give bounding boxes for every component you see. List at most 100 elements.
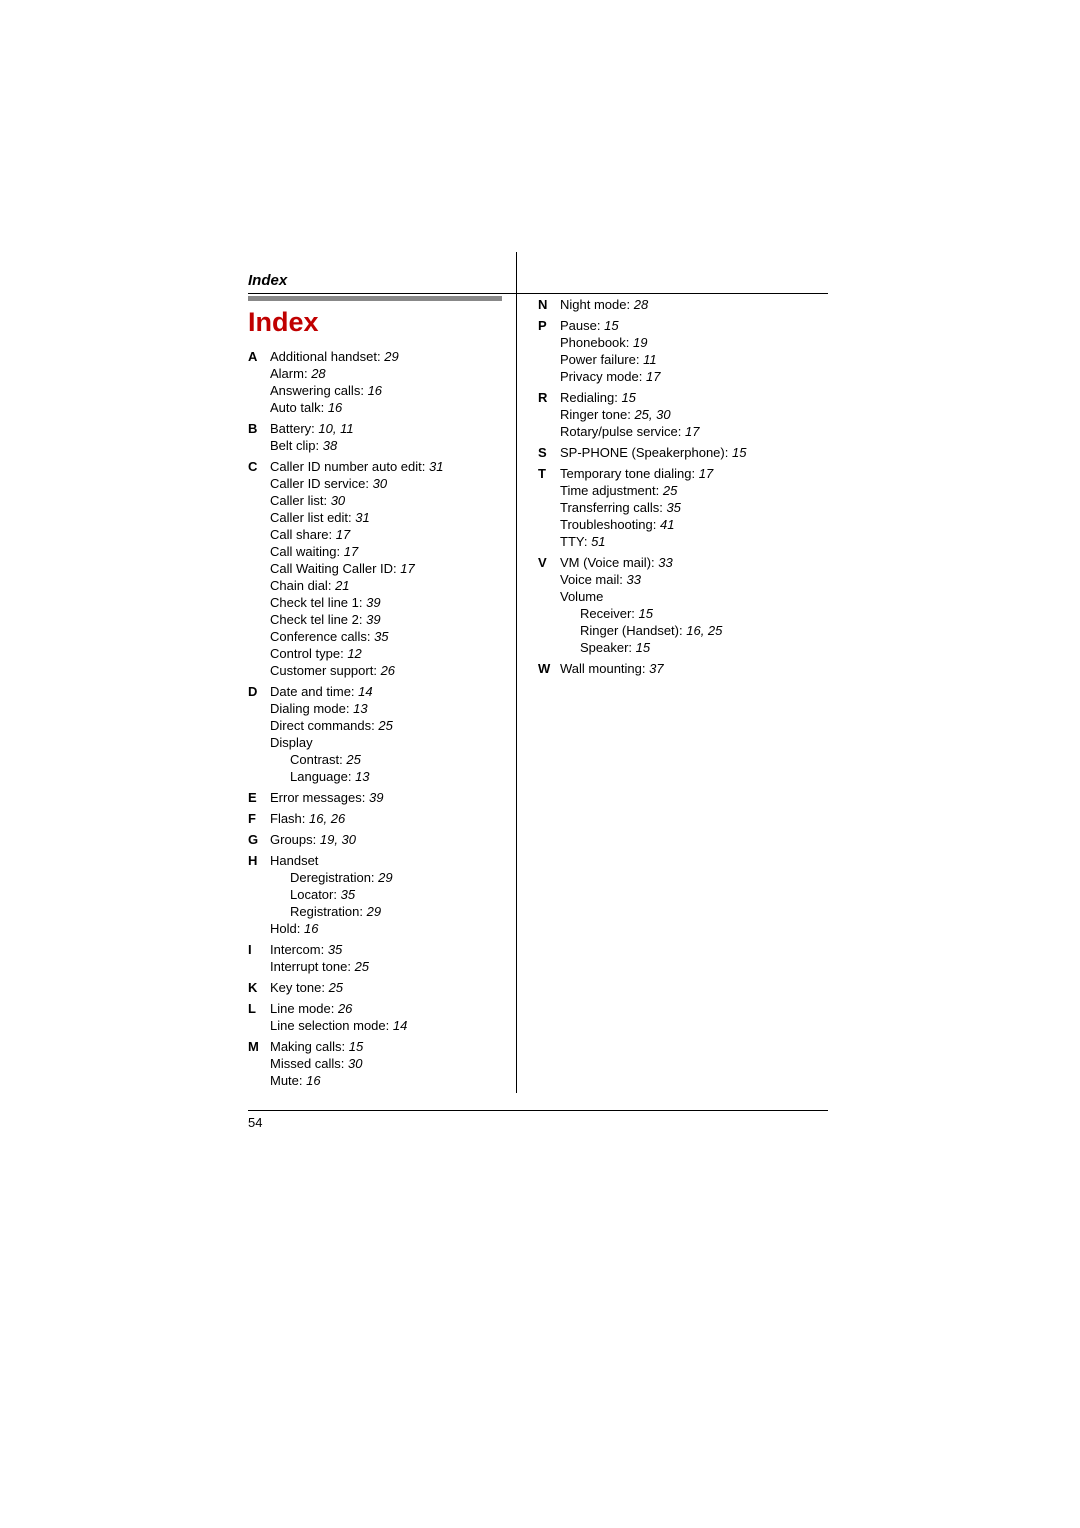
index-letter: H [248,852,270,869]
index-entry: SP-PHONE (Speakerphone): 15 [560,444,806,461]
entry-pages: 30 [331,493,345,508]
index-letter: V [538,554,560,571]
entry-text: Caller ID service: [270,476,369,491]
index-group: HHandsetDeregistration: 29Locator: 35Reg… [248,852,516,937]
entry-pages: 25, 30 [634,407,670,422]
entry-text: Flash: [270,811,305,826]
index-letter: S [538,444,560,461]
entry-text: Ringer tone: [560,407,631,422]
index-entry: Hold: 16 [270,920,516,937]
entry-text: Auto talk: [270,400,324,415]
entry-text: Privacy mode: [560,369,642,384]
entry-text: Transferring calls: [560,500,663,515]
index-entry: Chain dial: 21 [270,577,516,594]
index-group: TTemporary tone dialing: 17Time adjustme… [538,465,806,550]
entry-pages: 14 [393,1018,407,1033]
entry-text: SP-PHONE (Speakerphone): [560,445,728,460]
entry-text: Receiver: [580,606,635,621]
entry-pages: 26 [338,1001,352,1016]
index-entry: Date and time: 14 [270,683,516,700]
entry-text: Redialing: [560,390,618,405]
entry-text: Time adjustment: [560,483,659,498]
index-entries: Key tone: 25 [270,979,516,996]
index-entry: Ringer tone: 25, 30 [560,406,806,423]
entry-pages: 33 [658,555,672,570]
entry-pages: 37 [649,661,663,676]
index-entries: Error messages: 39 [270,789,516,806]
index-entry: Alarm: 28 [270,365,516,382]
index-entry: Dialing mode: 13 [270,700,516,717]
index-entry: Caller ID number auto edit: 31 [270,458,516,475]
index-entry: Conference calls: 35 [270,628,516,645]
entry-pages: 12 [347,646,361,661]
entry-text: Making calls: [270,1039,345,1054]
entry-pages: 30 [348,1056,362,1071]
entry-text: Battery: [270,421,315,436]
entry-text: Temporary tone dialing: [560,466,695,481]
entry-pages: 16 [368,383,382,398]
entry-pages: 39 [366,612,380,627]
entry-text: Speaker: [580,640,632,655]
entry-pages: 25 [378,718,392,733]
index-entry: Phonebook: 19 [560,334,806,351]
entry-text: Registration: [290,904,363,919]
index-entry: Locator: 35 [270,886,516,903]
entry-pages: 29 [378,870,392,885]
index-columns: Index AAdditional handset: 29Alarm: 28An… [248,296,828,1093]
index-entry: Night mode: 28 [560,296,806,313]
index-entry: Troubleshooting: 41 [560,516,806,533]
entry-pages: 16 [328,400,342,415]
entry-pages: 17 [344,544,358,559]
entry-text: Alarm: [270,366,308,381]
index-entries: SP-PHONE (Speakerphone): 15 [560,444,806,461]
entry-pages: 26 [381,663,395,678]
index-group: VVM (Voice mail): 33Voice mail: 33Volume… [538,554,806,656]
entry-text: Locator: [290,887,337,902]
index-entry: Flash: 16, 26 [270,810,516,827]
entry-text: Rotary/pulse service: [560,424,681,439]
index-entries: Wall mounting: 37 [560,660,806,677]
entry-pages: 15 [349,1039,363,1054]
entry-pages: 15 [604,318,618,333]
index-entries: Date and time: 14Dialing mode: 13Direct … [270,683,516,785]
index-group: AAdditional handset: 29Alarm: 28Answerin… [248,348,516,416]
index-entry: Intercom: 35 [270,941,516,958]
index-letter: F [248,810,270,827]
header-rule [248,293,828,294]
index-group: WWall mounting: 37 [538,660,806,677]
entry-pages: 16 [304,921,318,936]
index-entry: Check tel line 1: 39 [270,594,516,611]
index-entries: Battery: 10, 11Belt clip: 38 [270,420,516,454]
entry-text: Missed calls: [270,1056,344,1071]
index-entries: Pause: 15Phonebook: 19Power failure: 11P… [560,317,806,385]
entry-text: Date and time: [270,684,355,699]
index-entries: Temporary tone dialing: 17Time adjustmen… [560,465,806,550]
index-entry: Time adjustment: 25 [560,482,806,499]
index-entry: Deregistration: 29 [270,869,516,886]
accent-bar [248,296,502,301]
entry-pages: 16, 26 [309,811,345,826]
entry-pages: 21 [335,578,349,593]
index-group: MMaking calls: 15Missed calls: 30Mute: 1… [248,1038,516,1089]
index-entry: Handset [270,852,516,869]
entry-text: TTY: [560,534,587,549]
index-letter: W [538,660,560,677]
entry-text: Check tel line 2: [270,612,363,627]
entry-text: Conference calls: [270,629,370,644]
entry-text: Additional handset: [270,349,381,364]
entry-text: VM (Voice mail): [560,555,655,570]
entry-text: Interrupt tone: [270,959,351,974]
index-entry: Check tel line 2: 39 [270,611,516,628]
index-entry: Contrast: 25 [270,751,516,768]
index-group: SSP-PHONE (Speakerphone): 15 [538,444,806,461]
index-group: FFlash: 16, 26 [248,810,516,827]
index-letter: N [538,296,560,313]
entry-text: Call share: [270,527,332,542]
entry-pages: 19 [633,335,647,350]
index-letter: B [248,420,270,437]
entry-pages: 28 [311,366,325,381]
index-entry: Caller list: 30 [270,492,516,509]
entry-text: Control type: [270,646,344,661]
entry-text: Caller list edit: [270,510,352,525]
entry-pages: 17 [336,527,350,542]
